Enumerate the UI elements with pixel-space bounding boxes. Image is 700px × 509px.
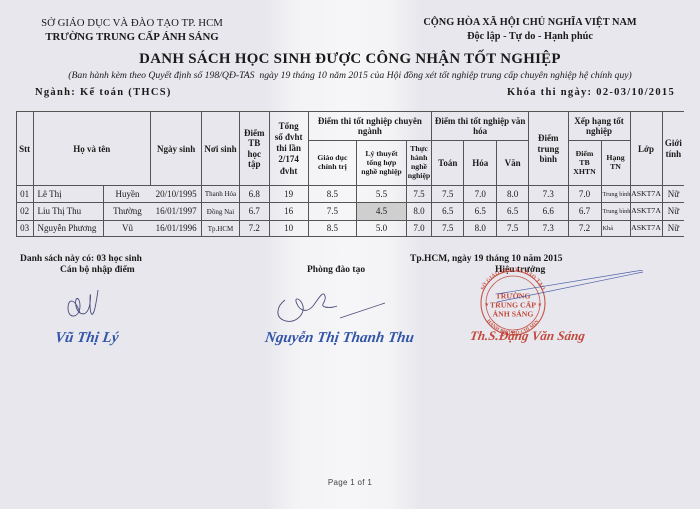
svg-text:ÁNH SÁNG: ÁNH SÁNG bbox=[493, 309, 534, 319]
svg-text:★: ★ bbox=[485, 302, 490, 308]
